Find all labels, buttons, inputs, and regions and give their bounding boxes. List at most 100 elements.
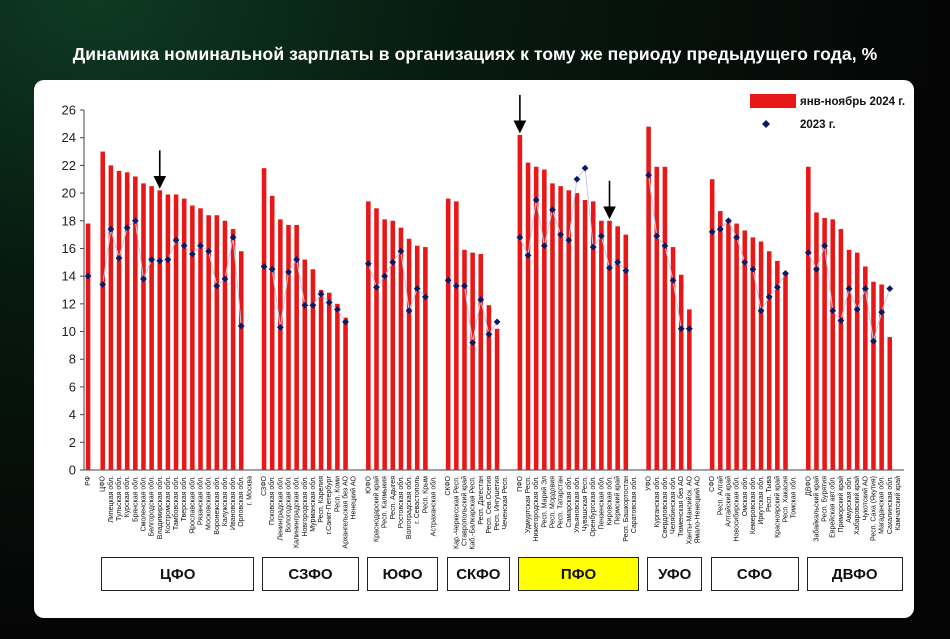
category-label: Приморский край: [837, 476, 845, 533]
category-label: Пензенская обл.: [597, 476, 605, 530]
bar-2024: [343, 317, 348, 470]
category-label: Пермский край: [614, 476, 622, 525]
category-label: Респ. Хакасия: [782, 476, 789, 523]
bar-2024: [230, 229, 236, 470]
marker-2023: [645, 171, 653, 179]
marker-2023: [477, 296, 485, 304]
bar-2024: [783, 272, 788, 470]
category-label: Томская обл.: [790, 476, 798, 518]
bar-2024: [423, 247, 428, 470]
bar-2024: [198, 208, 203, 471]
marker-2023: [309, 301, 317, 309]
category-label: Ленинградская обл.: [276, 476, 284, 541]
bar-2024: [206, 215, 211, 470]
category-label: Респ. Тыва: [766, 476, 773, 512]
category-label: г. Севастополь: [414, 476, 421, 524]
marker-2023: [115, 254, 123, 262]
marker-2023: [669, 276, 677, 284]
bar-2024: [238, 251, 244, 470]
marker-2023: [164, 256, 172, 263]
category-label: Владимирская обл.: [156, 476, 164, 539]
bar-2024: [830, 219, 836, 470]
marker-2023: [622, 267, 630, 275]
marker-2023: [229, 233, 237, 241]
marker-2023: [293, 256, 301, 263]
category-label: Курганская обл.: [653, 476, 661, 528]
marker-2023: [870, 337, 877, 345]
category-label: Архангельская без АО: [342, 475, 350, 548]
marker-2023: [804, 249, 812, 257]
marker-2023: [389, 258, 397, 266]
marker-2023: [405, 307, 413, 315]
category-label: Тамбовская обл.: [172, 476, 180, 530]
category-label: Каб.-Балкарская Респ.: [469, 476, 477, 550]
marker-2023: [749, 265, 757, 273]
marker-2023: [589, 243, 597, 251]
bar-2024: [623, 234, 629, 470]
category-label: РФ: [85, 476, 92, 486]
marker-2023: [821, 242, 828, 250]
marker-2023: [725, 217, 732, 225]
category-label: Красноярский край: [773, 476, 781, 538]
category-label: Калининградская обл.: [293, 476, 301, 548]
marker-2023: [381, 272, 389, 280]
bar-2024: [599, 220, 604, 470]
bar-2024: [335, 303, 340, 470]
category-label: Орловская обл.: [237, 476, 245, 527]
marker-2023: [172, 236, 180, 244]
category-label: г.Санкт-Петербург: [325, 476, 333, 535]
category-label: Мурманская обл.: [309, 476, 317, 532]
bar-2024: [887, 337, 893, 470]
category-label: Кемеровская обл.: [749, 476, 757, 534]
bar-2024: [116, 170, 122, 470]
category-label: Ямало-Ненецкий АО: [694, 475, 702, 543]
marker-2023: [549, 206, 556, 214]
marker-2023: [397, 247, 405, 255]
marker-2023: [716, 225, 724, 233]
marker-2023: [614, 258, 622, 266]
bar-2024: [454, 201, 459, 470]
marker-2023: [597, 232, 605, 240]
marker-2023: [469, 339, 477, 347]
category-label: Респ. Крым: [422, 476, 429, 513]
bar-2024: [165, 194, 171, 470]
bar-2024: [382, 219, 387, 470]
category-label: Ивановская обл.: [229, 476, 237, 530]
bar-2024: [318, 290, 324, 470]
bar-2024: [157, 190, 163, 471]
bar-2024: [558, 186, 563, 470]
marker-2023: [853, 305, 861, 313]
bar-2024: [775, 260, 780, 470]
category-label: СФО: [709, 475, 716, 491]
category-label: Самарская обл.: [565, 476, 573, 528]
series-2023-segment: [712, 219, 786, 313]
marker-2023: [661, 242, 669, 250]
marker-2023: [260, 263, 268, 270]
category-label: Респ. Марий Эл: [540, 476, 548, 528]
bar-2024: [366, 201, 371, 470]
category-label: Новгородская обл.: [301, 476, 309, 537]
y-tick-label: 6: [69, 379, 76, 394]
category-label: Чувашская Респ.: [582, 476, 589, 531]
category-label: Краснодарский край: [372, 476, 380, 542]
bar-2024: [550, 183, 555, 470]
category-label: Смоленская обл.: [139, 476, 147, 531]
marker-2023: [333, 305, 341, 313]
bar-2024: [414, 245, 420, 470]
legend-swatch-2024: [750, 94, 796, 108]
category-label: Ставропольский край: [460, 476, 468, 546]
category-label: Рязанская обл.: [197, 476, 205, 525]
bars-2024: [85, 126, 893, 471]
bar-2024: [742, 230, 748, 470]
marker-2023: [765, 293, 773, 301]
bar-2024: [478, 254, 484, 470]
bar-2024: [654, 166, 660, 470]
category-label: Тюменская без АО: [677, 475, 685, 536]
bar-2024: [141, 183, 146, 470]
y-tick-label: 0: [69, 463, 76, 478]
bar-2024: [814, 212, 819, 470]
bar-2024: [646, 126, 651, 470]
category-label: ЦФО: [100, 475, 107, 492]
y-tick-label: 24: [62, 130, 76, 145]
bar-2024: [190, 205, 195, 470]
